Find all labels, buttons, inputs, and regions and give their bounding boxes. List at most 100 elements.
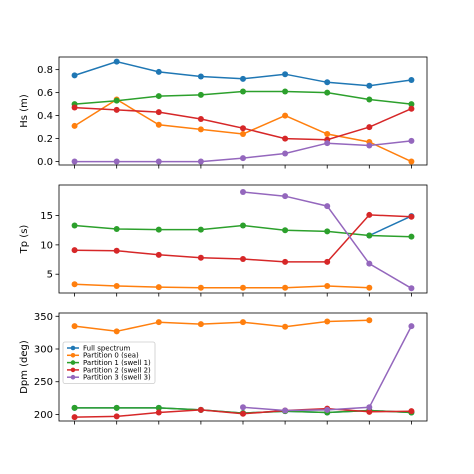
data-point [366,260,373,267]
data-point [71,72,78,79]
series-4 [240,189,415,292]
data-point [282,407,289,414]
data-point [282,112,289,119]
legend-box [62,341,156,384]
data-point [324,203,331,210]
legend-label: Partition 3 (swell 3) [83,374,151,382]
y-tick-label: 350 [34,312,53,323]
data-point [197,158,204,165]
data-point [71,104,78,111]
series-2 [71,88,415,108]
data-point [155,409,162,416]
data-point [197,406,204,413]
y-tick-label: 0.0 [37,157,53,168]
data-point [366,211,373,218]
series-line [74,283,370,289]
data-point [408,213,415,220]
legend-label: Full spectrum [83,344,130,352]
data-point [408,323,415,330]
data-point [155,158,162,165]
data-point [155,68,162,75]
legend-label: Partition 2 (swell 2) [83,366,151,374]
data-point [71,158,78,165]
data-point [71,323,78,330]
data-point [71,247,78,254]
legend-marker [70,374,76,380]
data-point [366,284,373,291]
data-point [71,281,78,288]
series-line [74,60,412,87]
data-point [155,109,162,116]
series-4 [240,323,415,414]
data-point [366,124,373,131]
data-point [324,89,331,96]
axes-frame [58,184,428,294]
data-point [197,116,204,123]
data-point [408,285,415,292]
data-point [155,226,162,233]
y-tick-label: 0.8 [37,65,53,76]
data-point [324,228,331,235]
data-point [240,404,246,411]
data-point [113,106,120,113]
data-point [71,222,78,229]
y-tick-label: 15 [40,211,53,222]
data-point [155,404,162,411]
data-point [366,317,373,324]
axes-frame [58,312,428,422]
y-tick-label: 250 [34,377,53,388]
data-point [366,82,373,89]
data-point [324,258,331,265]
series-1 [71,281,373,291]
data-point [324,130,331,137]
legend-item: Partition 2 (swell 2) [67,366,151,374]
data-point [366,96,373,103]
data-point [366,232,373,239]
data-point [155,319,162,326]
series-line [74,319,370,333]
data-point [366,408,373,415]
data-point [113,158,120,165]
data-point [197,126,204,133]
data-point [282,150,289,157]
legend-item: Partition 0 (sea) [67,352,139,360]
data-point [113,226,120,233]
series-3 [71,104,415,143]
data-point [71,414,78,421]
data-point [366,142,373,149]
data-point [282,284,289,291]
data-point [197,321,204,328]
legend-label: Partition 1 (swell 1) [83,359,151,367]
y-tick-label: 300 [34,345,53,356]
series-4 [71,137,415,165]
y-axis-label: Hs (m) [19,94,30,128]
data-point [240,75,246,82]
data-point [366,404,373,411]
data-point [408,408,415,415]
data-point [408,105,415,112]
data-point [113,282,120,289]
data-point [155,93,162,100]
data-point [71,404,78,411]
data-point [324,406,331,413]
data-point [408,137,415,144]
data-point [240,255,246,262]
data-point [240,88,246,95]
series-3 [71,211,415,265]
legend-marker [70,360,76,365]
data-point [240,319,246,326]
y-axis-label: Tp (s) [19,225,30,255]
data-point [282,71,289,78]
data-point [282,193,289,200]
data-point [113,247,120,254]
series-line [74,214,412,263]
y-tick-label: 0.4 [37,111,53,122]
data-point [113,58,120,65]
series-1 [71,96,415,165]
legend-item: Partition 3 (swell 3) [67,374,151,382]
data-point [282,323,289,330]
data-point [324,282,331,289]
data-point [155,121,162,128]
